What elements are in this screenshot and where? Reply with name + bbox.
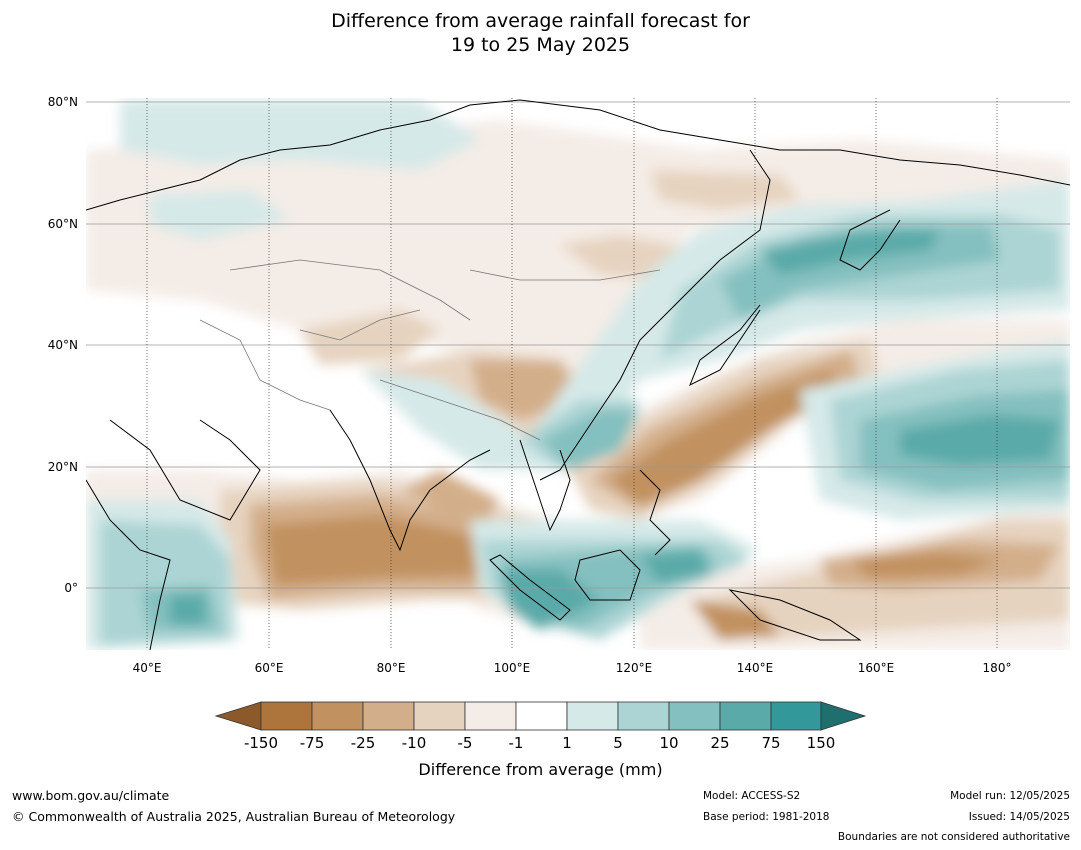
lat-label-20n: 20°N (47, 460, 78, 474)
coastline-arabia (109, 419, 261, 521)
colorbar-tick-25: 25 (710, 734, 730, 752)
wet-peak-pacific (900, 415, 1060, 465)
wet-region-arctic (120, 100, 480, 170)
coastline-philippines (639, 469, 671, 556)
wet-peak-borneo (640, 550, 710, 585)
colorbar-title: Difference from average (mm) (418, 760, 663, 779)
footer-website-link[interactable]: www.bom.gov.au/climate (12, 788, 170, 803)
latitude-gridlines (86, 101, 1070, 589)
coastline-sumatra (489, 554, 571, 621)
footer-disclaimer: Boundaries are not considered authoritat… (837, 831, 1070, 843)
dry-peak-arabian-sea (265, 515, 520, 585)
dry-peak-south-pacific (850, 552, 1000, 578)
lon-label-160e: 160°E (857, 661, 895, 675)
map-title-line2: 19 to 25 May 2025 (450, 34, 631, 56)
colorbar-bin-25-75 (719, 701, 772, 731)
colorbar-tick-10: 10 (659, 734, 679, 752)
colorbar-tick-neg10: -10 (401, 734, 427, 752)
map-title-line1: Difference from average rainfall forecas… (331, 10, 750, 32)
dry-band-russia-east (650, 170, 800, 210)
colorbar-arrow-high (820, 701, 867, 731)
lon-label-140e: 140°E (736, 661, 774, 675)
country-boundaries (199, 259, 661, 441)
colorbar-tick-1: 1 (562, 734, 572, 752)
coastline-india (329, 409, 491, 552)
dry-peak-west-pacific (610, 370, 840, 505)
coastline-borneo (574, 549, 641, 601)
colorbar-bin-neg1-1 (515, 701, 568, 731)
dry-core-bay-bengal (400, 470, 500, 530)
wet-peak-sumatra (500, 570, 600, 630)
colorbar-tick-neg1: -1 (508, 734, 524, 752)
footer-model-run: Model run: 12/05/2025 (950, 790, 1070, 802)
lat-label-80n: 80°N (47, 95, 78, 109)
footer-base-period: Base period: 1981-2018 (703, 811, 830, 823)
lat-label-60n: 60°N (47, 217, 78, 231)
colorbar-tick-neg25: -25 (350, 734, 376, 752)
lon-label-120e: 120°E (615, 661, 653, 675)
colorbar-arrow-low (214, 701, 262, 731)
dry-band-central-asia (300, 310, 440, 365)
colorbar-tick-150: 150 (806, 734, 836, 752)
colorbar-tick-75: 75 (761, 734, 781, 752)
lon-label-180: 180° (982, 661, 1012, 675)
coastline-japan (689, 304, 761, 387)
coastline-africa-east (86, 479, 171, 650)
lon-label-60e: 60°E (254, 661, 284, 675)
coastline-new-guinea (728, 589, 862, 641)
colorbar-bin-5-10 (617, 701, 670, 731)
colorbar-tick-neg150: -150 (243, 734, 279, 752)
colorbar-tick-neg5: -5 (457, 734, 473, 752)
footer-issued: Issued: 14/05/2025 (968, 811, 1070, 823)
colorbar-bin-10-25 (668, 701, 721, 731)
colorbar-bin-neg10-neg5 (413, 701, 466, 731)
lat-label-equator: 0° (64, 581, 78, 595)
lon-label-40e: 40°E (132, 661, 162, 675)
wet-core-china (540, 410, 640, 470)
colorbar (214, 701, 867, 731)
colorbar-bin-neg75-neg25 (311, 701, 364, 731)
colorbar-bin-75-150 (770, 701, 822, 731)
colorbar-bin-neg25-neg10 (362, 701, 415, 731)
colorbar-tick-5: 5 (613, 734, 623, 752)
coastline-indochina (519, 439, 571, 532)
colorbar-bin-neg150-neg75 (260, 701, 313, 731)
lon-label-80e: 80°E (376, 661, 406, 675)
wet-peak-somalia-coast (170, 595, 205, 625)
colorbar-bin-1-5 (566, 701, 619, 731)
colorbar-bin-neg5-neg1 (464, 701, 517, 731)
dry-peak-indonesia (690, 600, 780, 640)
lat-label-40n: 40°N (47, 338, 78, 352)
longitude-gridlines (146, 98, 998, 650)
footer-model: Model: ACCESS-S2 (703, 790, 801, 802)
anomaly-field (86, 98, 1070, 650)
wet-region-himalaya (360, 370, 560, 470)
coastlines (86, 99, 1070, 650)
wet-peak-sakhalin (760, 230, 940, 275)
footer-copyright: © Commonwealth of Australia 2025, Austra… (12, 809, 456, 824)
coastline-east-asia (539, 149, 771, 481)
wet-region-west-siberia (150, 190, 290, 240)
lon-label-100e: 100°E (493, 661, 531, 675)
colorbar-tick-neg75: -75 (299, 734, 325, 752)
coastline-arctic (86, 99, 1070, 211)
coastline-kamchatka (839, 209, 901, 271)
